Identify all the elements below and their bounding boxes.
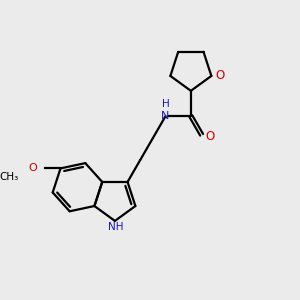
Text: H: H <box>162 99 170 109</box>
Text: N: N <box>161 111 170 121</box>
Text: CH₃: CH₃ <box>0 172 19 182</box>
Text: NH: NH <box>108 222 124 232</box>
Text: O: O <box>206 130 215 142</box>
Text: O: O <box>215 69 224 82</box>
Text: O: O <box>28 164 37 173</box>
